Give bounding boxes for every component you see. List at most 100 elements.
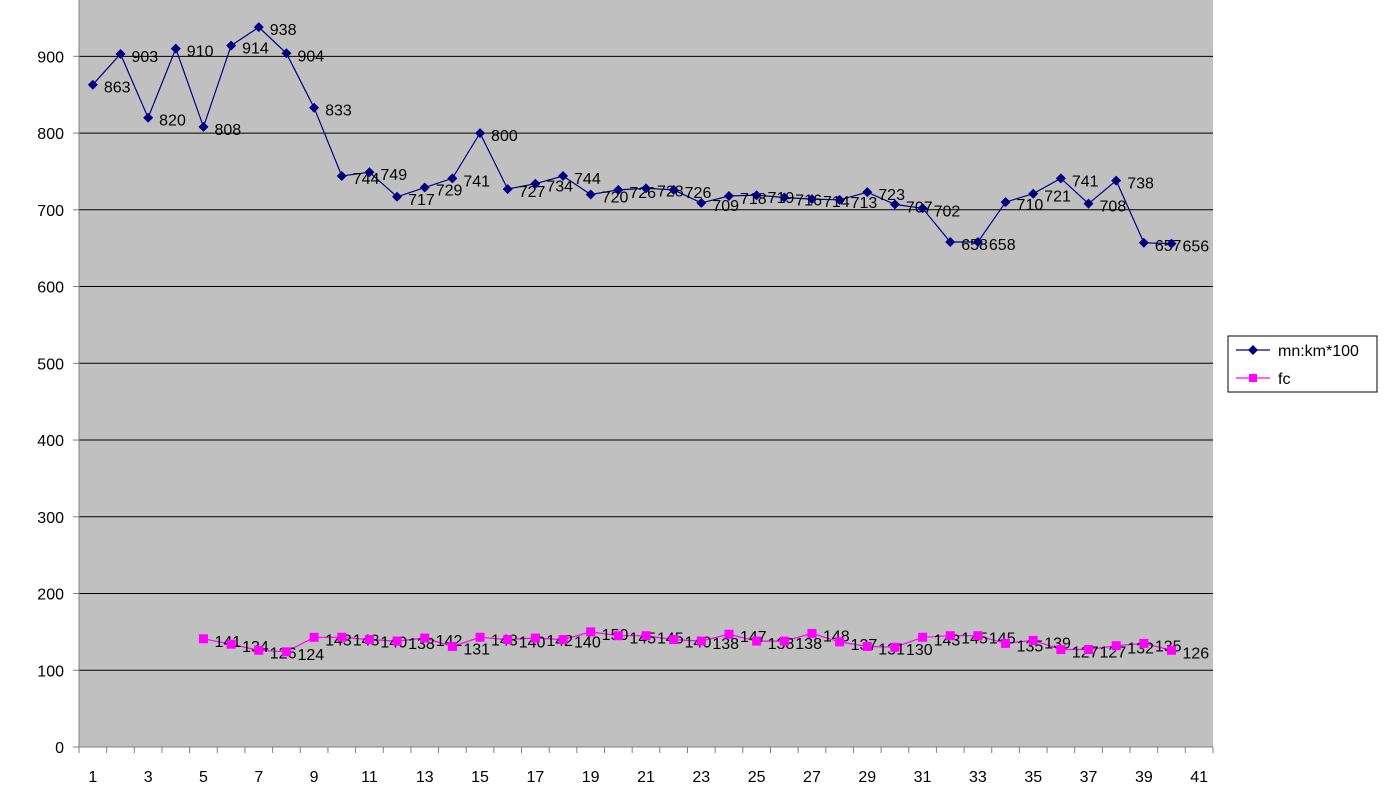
data-point — [475, 632, 485, 642]
x-tick-label: 1 — [88, 769, 97, 786]
data-label: 721 — [1044, 189, 1071, 206]
data-point — [1139, 638, 1149, 648]
data-label: 833 — [325, 103, 352, 120]
y-tick-label: 0 — [55, 740, 64, 757]
data-point — [281, 48, 292, 59]
x-tick-label: 27 — [803, 769, 821, 786]
data-label: 656 — [1183, 239, 1210, 256]
data-label: 720 — [602, 189, 629, 206]
data-point — [862, 641, 872, 651]
data-label: 723 — [878, 187, 905, 204]
data-point — [1083, 198, 1094, 209]
gridlines — [79, 55, 1213, 671]
data-point — [1167, 645, 1177, 655]
data-label: 904 — [297, 48, 324, 65]
legend-marker-series-1 — [1248, 345, 1258, 355]
data-point — [641, 631, 651, 641]
data-label: 657 — [1155, 238, 1182, 255]
data-point — [309, 632, 319, 642]
data-point — [918, 632, 928, 642]
y-tick-label: 900 — [37, 49, 64, 66]
data-label: 728 — [657, 183, 684, 200]
y-tick-label: 400 — [37, 433, 64, 450]
data-label: 726 — [685, 185, 712, 202]
data-label: 714 — [823, 194, 850, 211]
data-point — [889, 199, 900, 210]
legend: mn:km*100 fc — [1227, 335, 1378, 393]
y-tick-label: 500 — [37, 356, 64, 373]
y-tick-label: 600 — [37, 280, 64, 297]
data-point — [669, 635, 679, 645]
x-tick-label: 31 — [914, 769, 932, 786]
data-point — [1138, 237, 1149, 248]
data-point — [641, 183, 651, 194]
y-axis-ticks: 0 100 200 300 400 500 600 700 800 900 — [37, 49, 79, 757]
y-tick-label: 200 — [37, 587, 64, 604]
data-point — [419, 182, 430, 193]
data-label: 938 — [270, 22, 297, 39]
data-point — [447, 641, 457, 651]
data-point — [87, 79, 98, 90]
data-point — [1000, 197, 1011, 208]
data-point — [585, 189, 596, 200]
data-point — [751, 190, 762, 201]
data-point — [115, 49, 126, 60]
data-point — [143, 112, 154, 123]
data-point — [392, 636, 402, 646]
data-point — [502, 184, 513, 195]
data-label: 124 — [297, 647, 324, 664]
x-tick-label: 29 — [858, 769, 876, 786]
data-point — [420, 633, 430, 643]
data-label: 717 — [408, 192, 435, 209]
legend-label-series-2: fc — [1278, 371, 1290, 388]
x-tick-label: 25 — [748, 769, 766, 786]
y-tick-label: 700 — [37, 203, 64, 220]
data-label: 744 — [574, 171, 601, 188]
data-label: 658 — [961, 237, 988, 254]
data-label: 910 — [187, 44, 214, 61]
data-label: 138 — [712, 636, 739, 653]
data-point — [337, 632, 347, 642]
x-tick-label: 15 — [471, 769, 489, 786]
data-point — [530, 633, 540, 643]
data-label: 738 — [1127, 176, 1154, 193]
data-point — [972, 237, 983, 248]
data-label: 713 — [851, 195, 878, 212]
data-label: 709 — [712, 198, 739, 215]
data-point — [1056, 645, 1066, 655]
data-label: 749 — [380, 167, 407, 184]
data-point — [447, 173, 458, 184]
data-point — [1028, 635, 1038, 645]
x-tick-label: 33 — [969, 769, 987, 786]
data-label: 820 — [159, 113, 186, 130]
x-tick-label: 41 — [1190, 769, 1208, 786]
x-tick-label: 5 — [199, 769, 208, 786]
data-point — [1111, 175, 1122, 186]
y-tick-label: 800 — [37, 126, 64, 143]
data-label: 126 — [1183, 645, 1210, 662]
data-point — [1028, 188, 1039, 199]
data-point — [1166, 238, 1177, 249]
data-label: 808 — [214, 122, 241, 139]
data-point — [364, 635, 374, 645]
data-point — [945, 237, 956, 248]
data-point — [862, 187, 873, 198]
data-label: 131 — [463, 641, 490, 658]
data-point — [613, 184, 624, 195]
data-point — [779, 192, 790, 203]
data-point — [668, 184, 679, 195]
data-point — [392, 191, 403, 202]
data-point — [806, 194, 817, 205]
data-point — [1001, 638, 1011, 648]
plot-area — [79, 0, 1213, 747]
x-tick-label: 17 — [526, 769, 544, 786]
data-label: 914 — [242, 41, 269, 58]
data-label: 130 — [906, 642, 933, 659]
legend-marker-series-2 — [1249, 374, 1257, 382]
data-point — [696, 197, 707, 208]
data-label: 903 — [131, 49, 158, 66]
data-label: 702 — [934, 203, 961, 220]
data-point — [1055, 173, 1066, 184]
